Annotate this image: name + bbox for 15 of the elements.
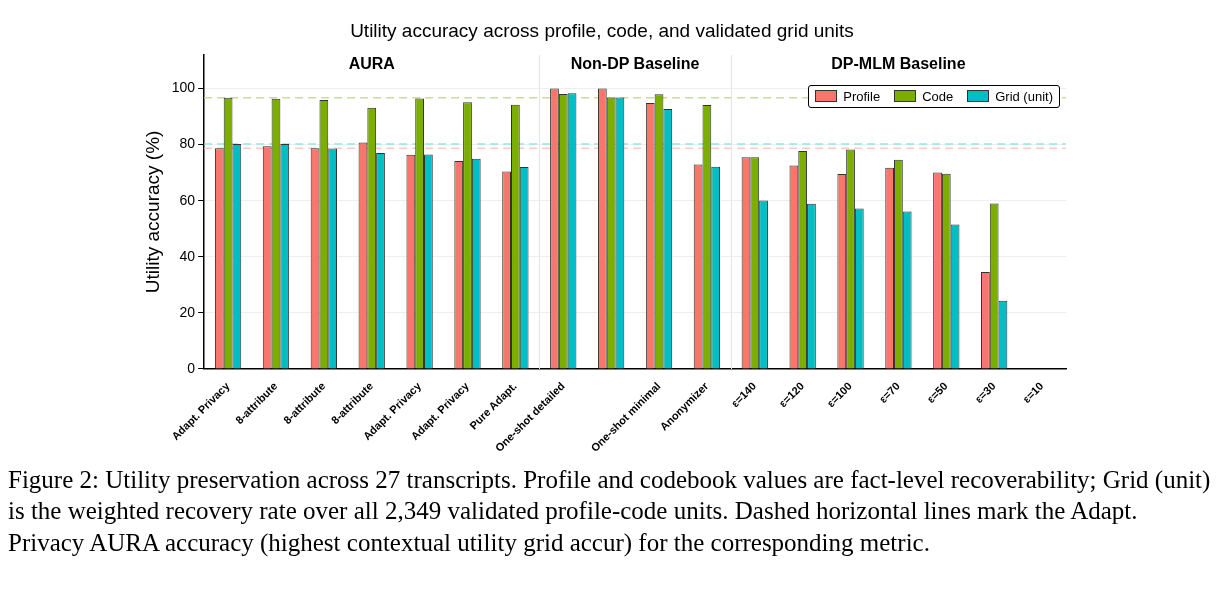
legend-label: Profile bbox=[843, 88, 881, 104]
y-tick-label: 40 bbox=[179, 247, 196, 264]
annotation: DP-MLM Baseline bbox=[830, 54, 967, 73]
legend-label: Code bbox=[922, 88, 954, 104]
y-tick-label: 80 bbox=[179, 135, 196, 152]
y-tick-label: 60 bbox=[179, 191, 196, 208]
y-axis-title: Utility accuracy (%) bbox=[141, 130, 163, 294]
y-tick-label: 100 bbox=[171, 79, 196, 96]
annotation: AURA bbox=[347, 54, 396, 73]
caption: Figure 2: Utility preservation across 27 transcripts. Profile and codebook values are fact-level recoverability; Grid (unit) is the weighted recovery rate over all 2,349 validated profile-code units. Dashed horizontal lines mark the Adapt. Privacy AURA accuracy (highest contextual utility grid accur) for the corresponding metric. bbox=[8, 465, 1212, 558]
y-tick-label: 0 bbox=[187, 359, 196, 376]
annotation: Non-DP Baseline bbox=[569, 54, 701, 73]
y-tick-label: 20 bbox=[179, 303, 196, 320]
legend-label: Grid (unit) bbox=[995, 88, 1053, 104]
chart-title: Utility accuracy across profile, code, and validated grid units bbox=[350, 19, 854, 41]
